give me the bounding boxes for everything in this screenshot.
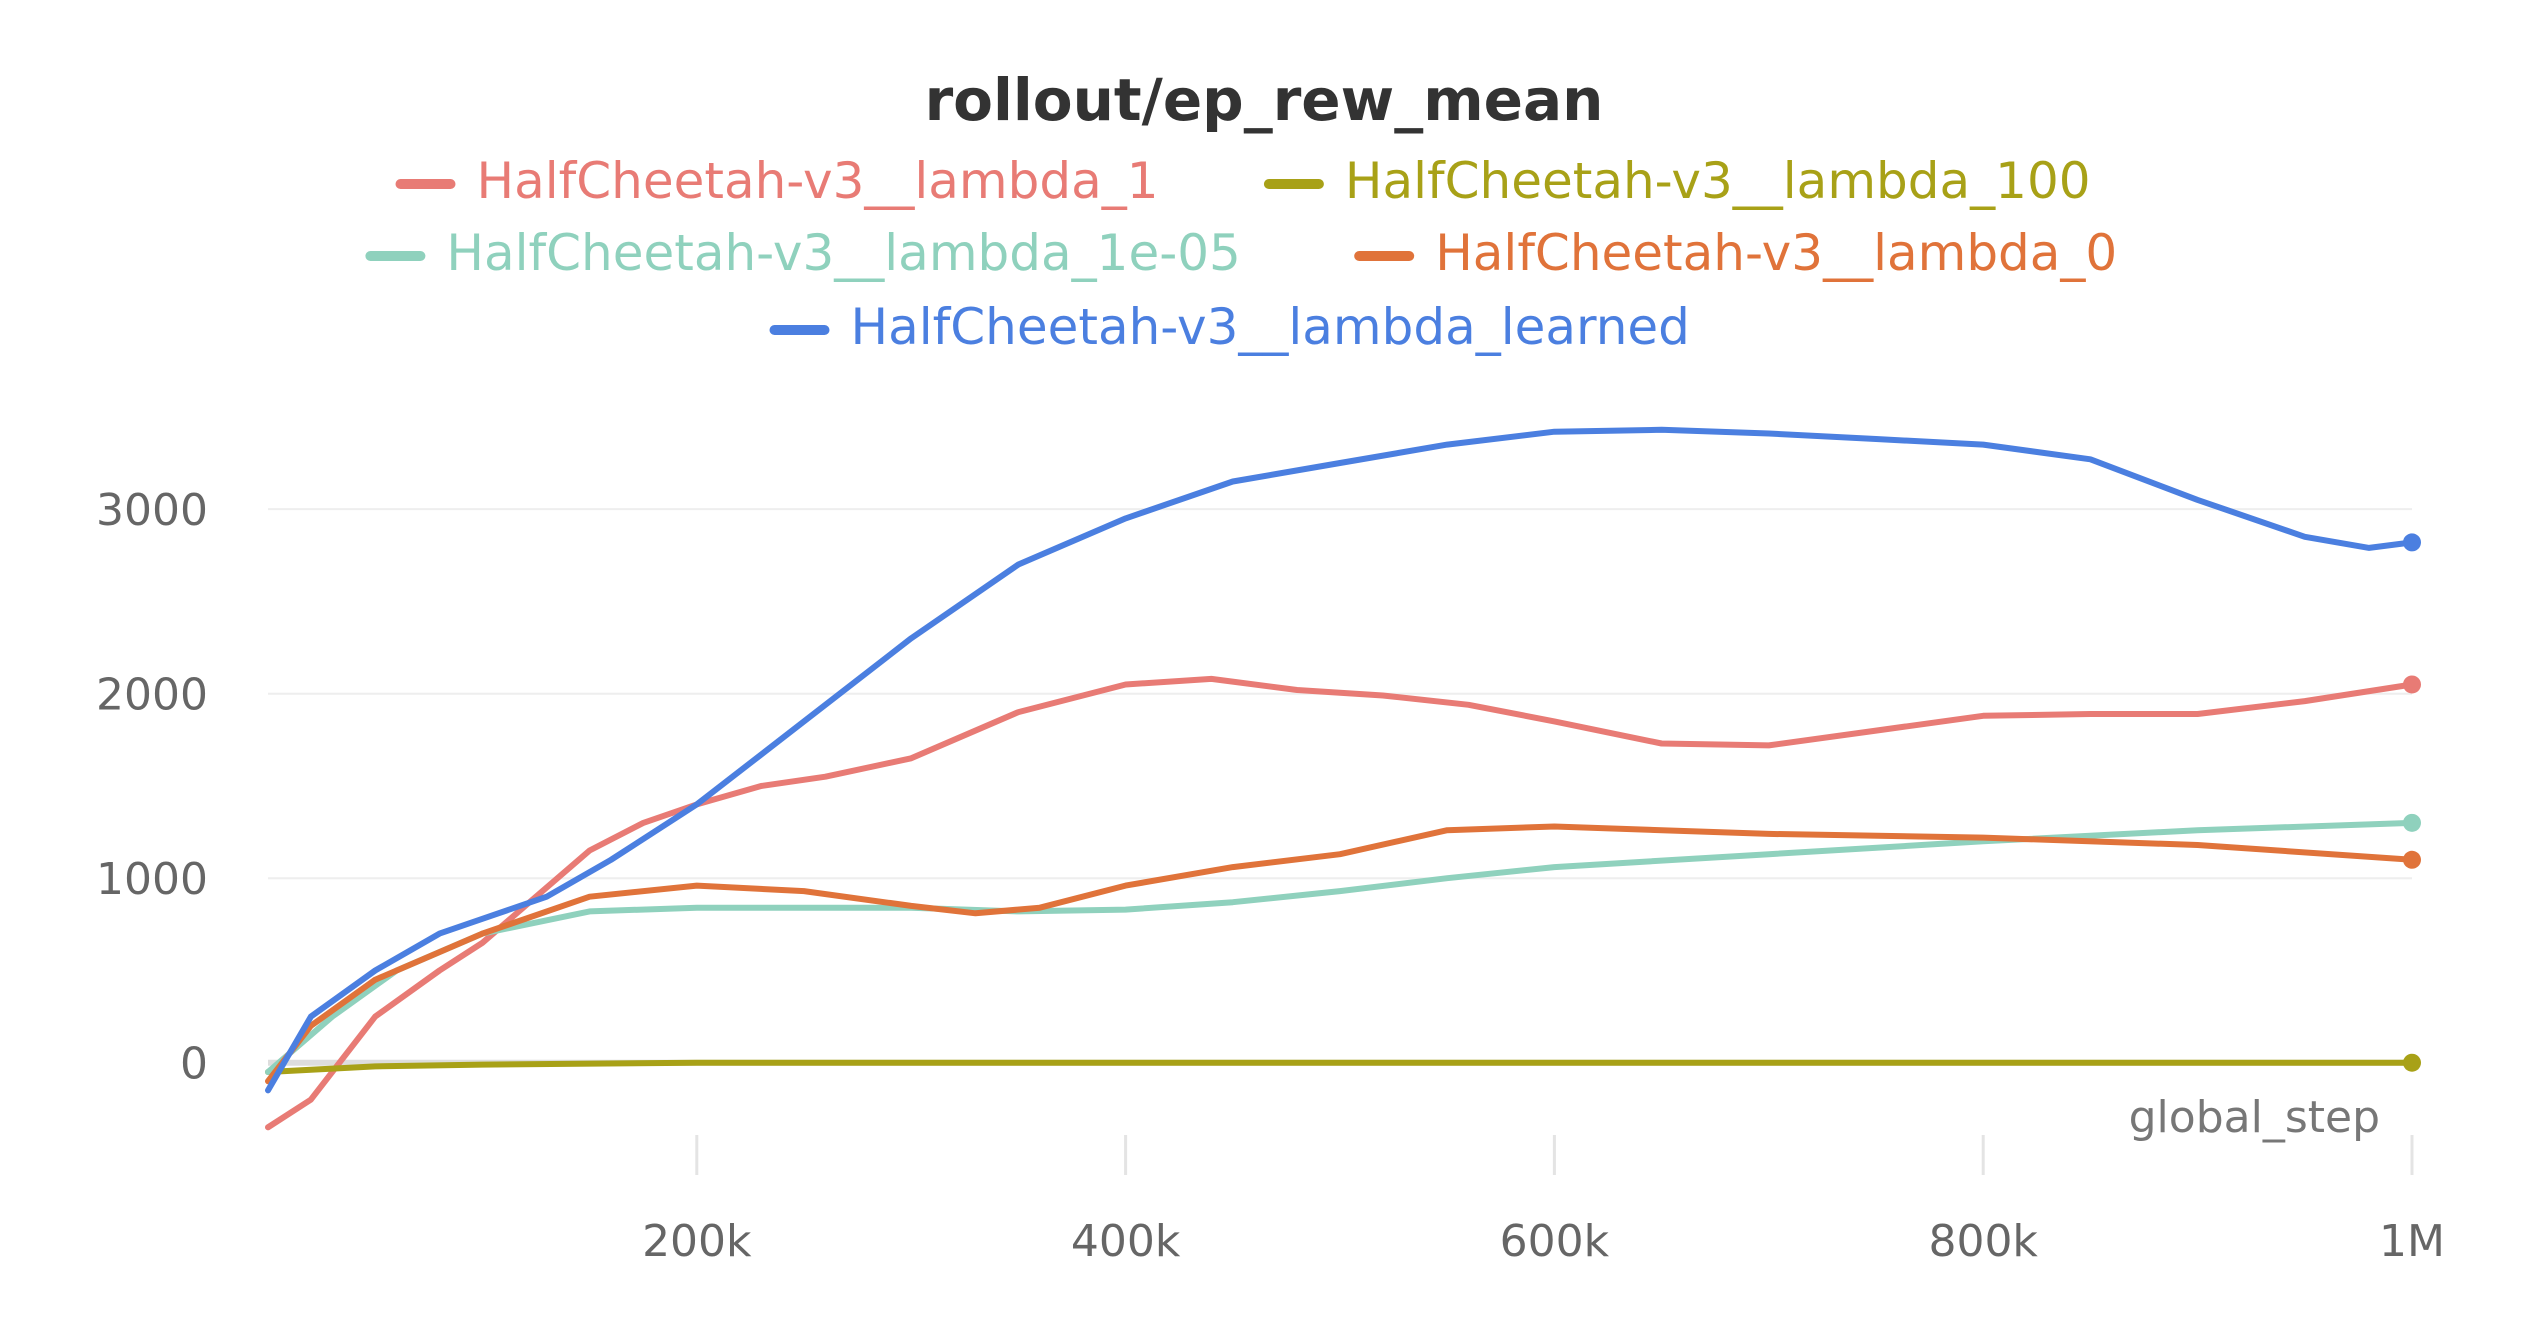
- series-line: [265, 823, 2415, 1085]
- chart-title: rollout/ep_rew_mean: [925, 66, 1604, 134]
- legend-label: HalfCheetah-v3__lambda_1: [477, 152, 1159, 210]
- legend: HalfCheetah-v3__lambda_1 HalfCheetah-v3__…: [365, 152, 2117, 356]
- y-tick-label: 1000: [96, 854, 208, 905]
- y-tick-label: 3000: [96, 485, 208, 536]
- x-tick-label: 800k: [1928, 1216, 2038, 1267]
- x-tick-label: 600k: [1500, 1216, 1610, 1267]
- series-end-point: [2403, 813, 2421, 832]
- series-line: [265, 426, 2415, 1094]
- x-tick-label: 1M: [2379, 1216, 2445, 1267]
- legend-label: HalfCheetah-v3__lambda_1e-05: [446, 224, 1240, 282]
- y-axis-ticks: 0 1000 2000 3000: [96, 485, 208, 1090]
- series-end-point: [2403, 675, 2421, 694]
- legend-label: HalfCheetah-v3__lambda_learned: [851, 298, 1690, 356]
- series-lines: [265, 426, 2415, 1131]
- series-end-point: [2403, 533, 2421, 552]
- gridlines: [268, 508, 2412, 1066]
- y-tick-label: 0: [180, 1039, 208, 1090]
- series-end-point: [2403, 850, 2421, 869]
- series-end-points: [2403, 533, 2421, 1072]
- x-axis-ticks: 200k 400k 600k 800k 1M: [642, 1135, 2445, 1267]
- series-line: [265, 819, 2415, 1075]
- legend-label: HalfCheetah-v3__lambda_100: [1345, 152, 2091, 210]
- series-line: [265, 1059, 2415, 1075]
- x-tick-label: 200k: [642, 1216, 752, 1267]
- x-axis-label: global_step: [2129, 1092, 2380, 1143]
- y-tick-label: 2000: [96, 670, 208, 721]
- legend-label: HalfCheetah-v3__lambda_0: [1435, 224, 2117, 282]
- series-end-point: [2403, 1053, 2421, 1072]
- x-tick-label: 400k: [1071, 1216, 1181, 1267]
